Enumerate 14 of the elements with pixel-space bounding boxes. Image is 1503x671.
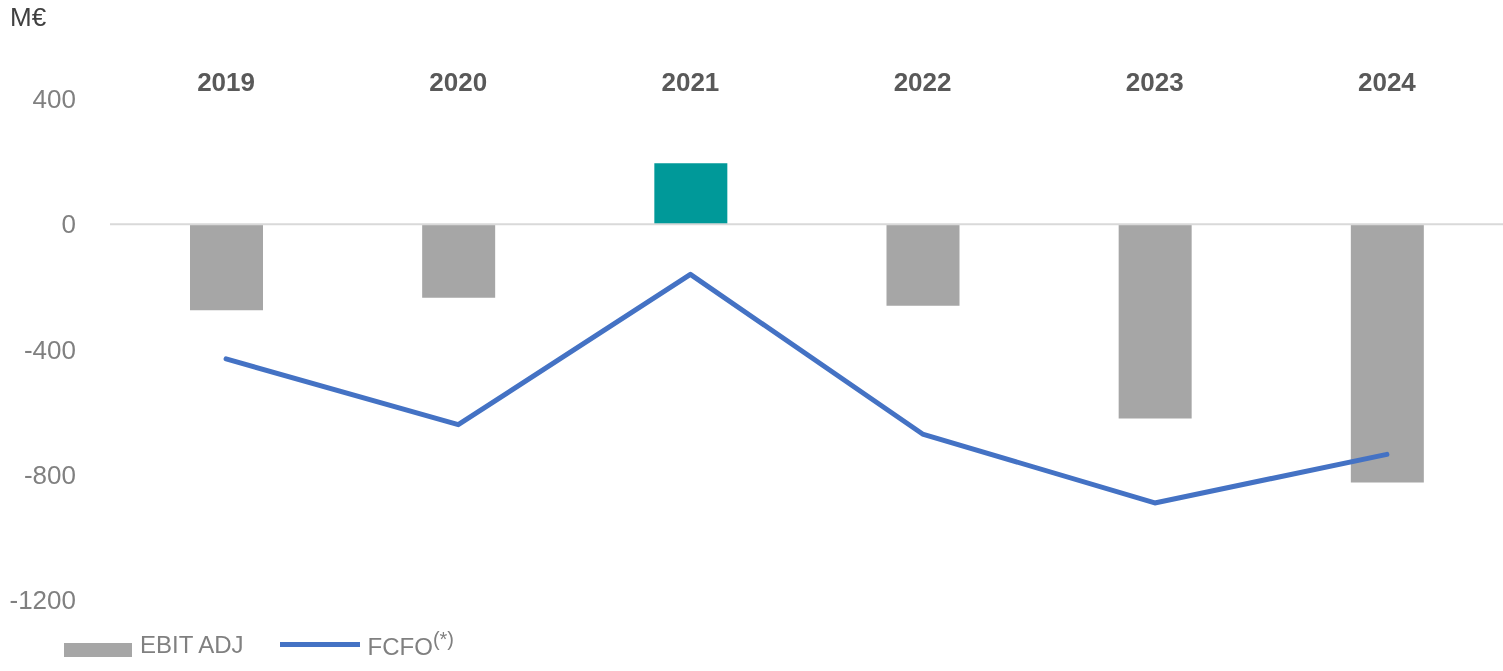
x-tick-label: 2020 bbox=[429, 67, 488, 97]
y-tick-label: 400 bbox=[32, 84, 76, 115]
y-axis-title: M€ bbox=[10, 2, 47, 33]
legend-label: EBIT ADJ bbox=[140, 630, 244, 659]
y-tick-label: 0 bbox=[61, 209, 76, 240]
y-tick-label: -400 bbox=[23, 334, 76, 365]
legend-label: FCFO$^{(*)}$ bbox=[367, 628, 455, 661]
y-tick-label: -1200 bbox=[9, 585, 76, 616]
x-tick-label: 2024 bbox=[1357, 67, 1417, 97]
x-tick-label: 2019 bbox=[197, 67, 256, 97]
x-tick-label: 2023 bbox=[1125, 67, 1184, 97]
x-tick-label: 2022 bbox=[893, 67, 952, 97]
x-tick-label: 2021 bbox=[661, 67, 720, 97]
y-tick-label: -800 bbox=[23, 459, 76, 490]
